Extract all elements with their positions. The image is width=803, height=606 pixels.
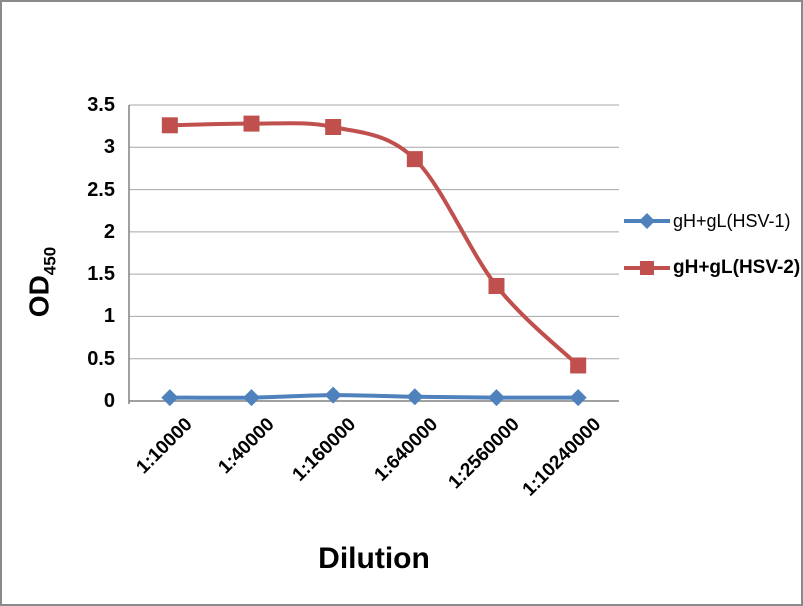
series-1-marker-0: [161, 117, 178, 134]
y-axis-title-subscript: 450: [40, 246, 60, 276]
series-0-marker-5: [569, 389, 587, 407]
legend-square-icon: [624, 261, 670, 275]
series-0-marker-4: [488, 389, 505, 407]
series-1-marker-3: [406, 151, 423, 168]
series-0-line: [167, 393, 581, 400]
y-tick-label-3.5: 3.5: [87, 94, 115, 116]
y-tick-label-0: 0: [103, 390, 115, 412]
series-1-marker-5: [570, 357, 587, 374]
y-tick-label-1: 1: [103, 305, 115, 328]
series-0-marker-2: [324, 386, 342, 404]
legend-diamond-icon: [624, 213, 670, 229]
series-0-marker-3: [406, 388, 424, 406]
series-0-marker-0: [161, 389, 179, 407]
y-axis-title-text: OD: [23, 275, 55, 318]
legend-label-1: gH+gL(HSV-2): [673, 257, 801, 278]
y-tick-label-0.5: 0.5: [87, 347, 115, 370]
series-1-line: [167, 121, 581, 368]
series-1-marker-1: [243, 115, 260, 132]
series-0-marker-1: [243, 389, 260, 407]
legend-label-0: gH+gL(HSV-1): [673, 210, 791, 231]
y-axis-title: OD450: [24, 247, 61, 317]
x-axis-title: Dilution: [318, 542, 430, 575]
y-tick-label-3: 3: [103, 136, 115, 159]
series-1-marker-4: [488, 277, 505, 294]
series-1-marker-2: [325, 118, 342, 135]
y-tick-label-2: 2: [103, 220, 115, 243]
y-tick-label-1.5: 1.5: [87, 263, 115, 286]
legend-entry-1: gH+gL(HSV-2): [623, 245, 800, 291]
legend-entry-0: gH+gL(HSV-1): [623, 198, 791, 244]
y-tick-label-2.5: 2.5: [87, 178, 115, 201]
